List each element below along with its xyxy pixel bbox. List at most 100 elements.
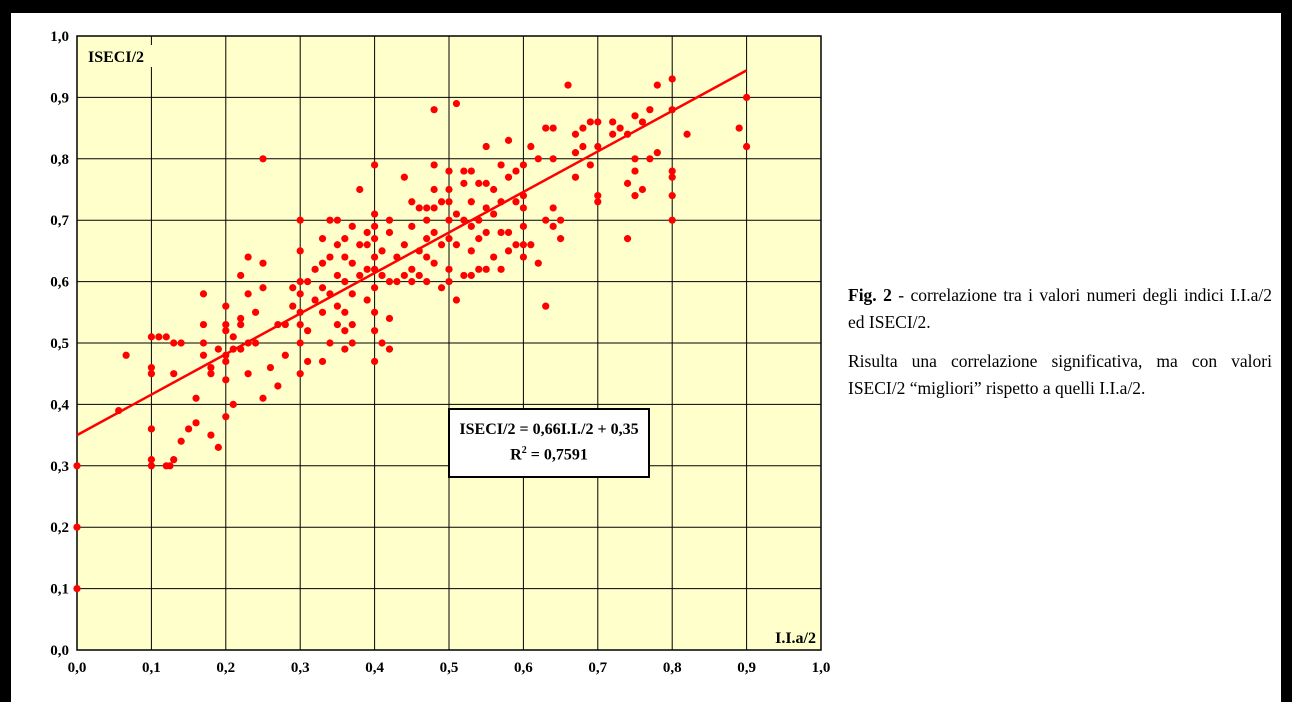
data-point [326,253,334,261]
data-point [296,339,304,347]
data-point [371,327,379,335]
y-tick-label: 0,8 [50,152,69,168]
data-point [192,419,200,427]
data-point [452,241,461,249]
data-point [185,425,193,433]
data-point [326,216,334,224]
data-point [170,370,178,378]
data-point [378,339,386,347]
data-point [423,235,431,243]
data-point [594,192,602,200]
data-point [385,228,394,237]
data-point [296,290,304,298]
data-point [222,320,230,329]
data-point [371,210,379,218]
data-point [244,370,252,378]
data-point [475,265,483,273]
data-point [445,167,453,175]
data-point [452,99,461,108]
data-point [222,413,230,421]
data-point [296,308,304,316]
data-point [371,222,379,230]
data-point [348,320,356,329]
data-point [222,302,230,310]
x-tick-label: 0,7 [588,660,607,676]
data-point [341,308,349,316]
data-point [356,241,364,249]
data-point [653,149,661,157]
data-point [519,192,528,200]
data-point [743,142,751,151]
data-point [668,106,676,114]
data-point [586,118,594,126]
x-axis-label: I.I.a/2 [775,630,816,647]
data-point [445,235,453,243]
data-point [274,320,282,329]
data-point [430,161,438,169]
data-point [259,155,267,163]
data-points [73,75,751,593]
data-point [519,161,528,169]
trendline [76,69,748,437]
data-point [296,370,304,378]
data-point [542,302,550,310]
data-point [333,302,341,310]
data-point [527,241,535,249]
data-point [646,155,654,163]
data-point [445,185,453,194]
data-point [266,363,275,372]
data-point [668,216,676,224]
data-point [296,216,304,224]
data-point [73,523,81,531]
r-squared-value: R2 = 0,7591 [510,445,588,464]
data-point [668,167,676,175]
data-point [616,124,624,132]
data-point [318,259,327,267]
data-point [430,228,438,237]
data-point [385,314,394,323]
data-point [415,204,423,212]
data-point [549,222,557,230]
data-point [237,314,245,323]
y-tick-label: 0,4 [50,397,69,413]
data-point [400,241,408,249]
data-point [333,320,341,329]
data-point [609,130,617,138]
x-tick-label: 0,5 [440,660,459,676]
regression-equation-box: ISECI/2 = 0,66I.I./2 + 0,35 R2 = 0,7591 [448,408,650,478]
data-point [371,357,379,366]
data-point [512,167,520,175]
data-point [460,216,468,224]
data-point [475,216,483,224]
data-point [192,394,200,402]
y-tick-label: 0,1 [50,582,69,598]
y-tick-label: 0,5 [50,336,69,352]
data-point [497,228,505,237]
x-tick-label: 0,6 [514,660,533,676]
data-point [73,462,81,470]
data-point [490,253,498,261]
data-point [207,370,215,378]
data-point [467,167,475,175]
data-point [318,235,327,243]
data-point [467,198,475,206]
data-point [512,198,520,206]
data-point [408,198,416,206]
data-point [318,308,327,316]
y-tick-label: 0,0 [50,643,69,659]
data-point [348,259,356,267]
data-point [504,136,513,144]
data-point [490,210,498,218]
data-point [423,216,431,224]
data-point [304,278,312,286]
data-point [259,284,267,292]
data-point [668,192,676,200]
y-tick-label: 0,7 [50,213,69,229]
data-point [237,320,245,329]
data-point [631,155,639,163]
data-point [437,284,446,292]
data-point [385,278,394,286]
data-point [743,93,751,101]
data-point [207,363,215,372]
data-point [445,265,453,273]
